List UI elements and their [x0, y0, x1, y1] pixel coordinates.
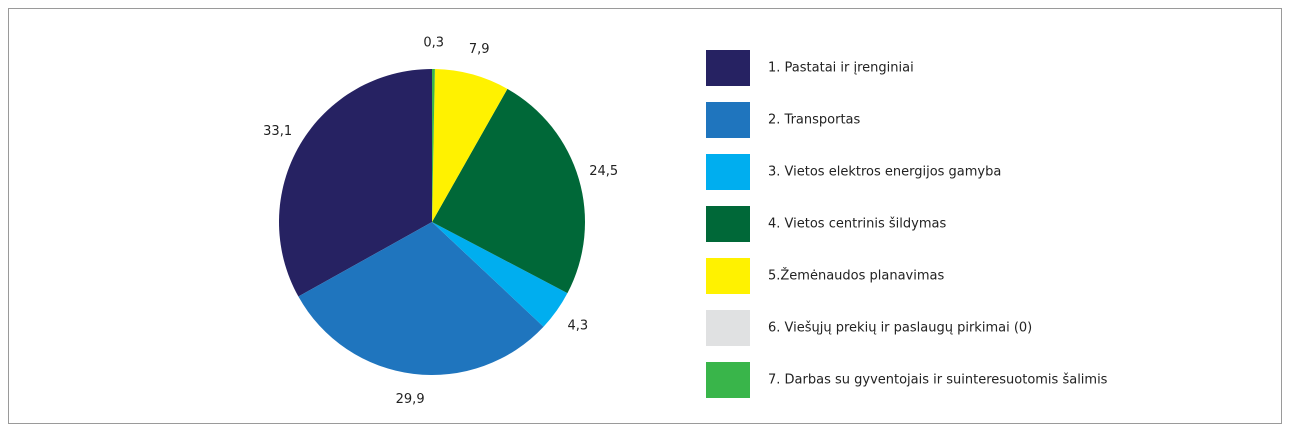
pie-slice: [432, 69, 435, 222]
legend-swatch: [706, 362, 750, 398]
pie-slice: [432, 69, 508, 222]
legend-swatch: [706, 154, 750, 190]
value-label: 29,9: [396, 392, 425, 407]
value-label: 0,3: [423, 36, 444, 51]
legend-label: 2. Transportas: [768, 113, 861, 128]
legend-swatch: [706, 310, 750, 346]
legend-label: 6. Viešųjų prekių ir paslaugų pirkimai (…: [768, 321, 1032, 336]
value-label: 7,9: [469, 42, 490, 57]
legend-swatch: [706, 206, 750, 242]
legend-label: 3. Vietos elektros energijos gamyba: [768, 165, 1001, 180]
pie-slice: [432, 222, 568, 327]
value-label: 4,3: [567, 318, 588, 333]
pie-slice: [432, 88, 585, 294]
legend-swatch: [706, 50, 750, 86]
pie-slice: [298, 222, 544, 376]
value-label: 24,5: [589, 164, 618, 179]
legend-label: 5.Žemėnaudos planavimas: [768, 268, 944, 284]
legend-swatch: [706, 258, 750, 294]
legend-label: 1. Pastatai ir įrenginiai: [768, 61, 914, 76]
legend-label: 7. Darbas su gyventojais ir suinteresuot…: [768, 373, 1108, 388]
pie-slice: [279, 69, 432, 297]
value-label: 33,1: [263, 124, 292, 139]
frame: [8, 8, 1282, 424]
legend-swatch: [706, 102, 750, 138]
legend-label: 4. Vietos centrinis šildymas: [768, 217, 946, 232]
